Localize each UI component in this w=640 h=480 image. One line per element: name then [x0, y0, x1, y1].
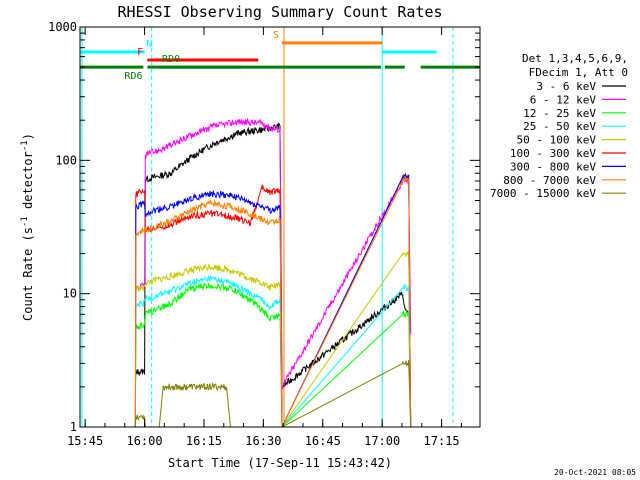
series-line-4-0	[134, 250, 412, 429]
chart-title: RHESSI Observing Summary Count Rates	[117, 3, 442, 21]
legend-label-3: 25 - 50 keV	[523, 120, 596, 133]
plot-frame	[79, 26, 481, 428]
x-tick-label-3: 16:30	[245, 434, 281, 448]
y-tick-label-2: 100	[55, 153, 77, 167]
legend-label-5: 100 - 300 keV	[510, 147, 596, 160]
flag-label-n: N	[146, 39, 152, 50]
flag-label-rd0: RD0	[162, 54, 180, 65]
series-line-0-0	[134, 121, 412, 389]
legend-label-2: 12 - 25 keV	[523, 107, 596, 120]
legend-header-detectors: Det 1,3,4,5,6,9,	[522, 52, 628, 65]
series-line-6-0	[134, 172, 412, 428]
flag-label-rd6: RD6	[124, 71, 142, 82]
y-tick-label-1: 10	[63, 287, 77, 301]
y-axis-label-end: )	[21, 133, 35, 140]
flag-label-s: S	[273, 30, 279, 41]
legend-label-7: 800 - 7000 keV	[503, 174, 596, 187]
y-tick-label-0: 1	[70, 420, 77, 434]
x-tick-label-4: 16:45	[305, 434, 341, 448]
y-axis-label-sup1: -1	[20, 216, 30, 227]
series-line-3-0	[134, 275, 412, 429]
y-tick-label-3: 1000	[48, 20, 77, 34]
legend-label-0: 3 - 6 keV	[536, 80, 596, 93]
legend-label-8: 7000 - 15000 keV	[490, 187, 596, 200]
flag-label-f: F	[137, 47, 143, 58]
plot-area: NF S RD0 RD6	[80, 27, 480, 429]
series-line-8-0	[134, 360, 412, 428]
y-axis-label-sup2: -1	[20, 140, 30, 151]
legend-label-1: 6 - 12 keV	[530, 93, 597, 106]
legend-label-4: 50 - 100 keV	[517, 134, 597, 147]
series-line-7-0	[134, 177, 412, 428]
x-axis-label: Start Time (17-Sep-11 15:43:42)	[168, 456, 392, 470]
legend-label-6: 300 - 800 keV	[510, 160, 596, 173]
series-line-2-0	[134, 281, 412, 429]
legend: Det 1,3,4,5,6,9, FDecim 1, Att 0 3 - 6 k…	[490, 52, 628, 200]
x-tick-label-2: 16:15	[186, 434, 222, 448]
y-axis-label-main: Count Rate (s	[21, 227, 35, 321]
x-tick-label-5: 17:00	[364, 434, 400, 448]
x-tick-label-6: 17:15	[424, 434, 460, 448]
x-tick-label-0: 15:45	[67, 434, 103, 448]
legend-header-attenuator: FDecim 1, Att 0	[529, 66, 628, 79]
footer-date: 20-Oct-2021 08:05	[554, 468, 636, 477]
series-line-1-0	[134, 117, 412, 390]
y-axis-label: Count Rate (s-1 detector-1)	[20, 133, 35, 321]
y-axis-label-mid: detector	[21, 151, 35, 216]
x-tick-label-1: 16:00	[126, 434, 162, 448]
